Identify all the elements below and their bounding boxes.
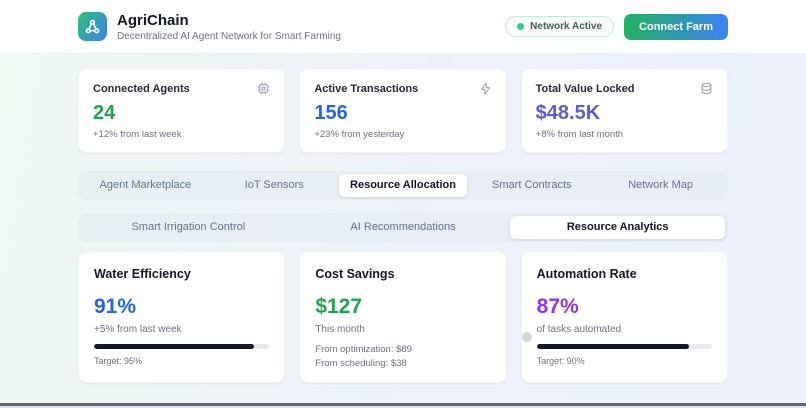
metric-title: Cost Savings — [315, 267, 395, 281]
metric-card-cost-savings: Cost Savings $127 This month From optimi… — [299, 251, 507, 383]
progress-bar — [536, 344, 712, 349]
tab-resource-analytics[interactable]: Resource Analytics — [510, 216, 726, 239]
zap-icon — [479, 82, 492, 95]
tab-network-map[interactable]: Network Map — [628, 179, 693, 191]
stat-label: Total Value Locked — [535, 82, 635, 95]
scroll-indicator-dot — [522, 332, 532, 342]
stats-row: Connected Agents 24 +12% from last week … — [78, 68, 728, 153]
stat-change: +23% from yesterday — [314, 129, 405, 140]
metric-target: Target: 90% — [536, 356, 585, 366]
window-bottom-edge-highlight — [0, 406, 806, 408]
metric-card-water-efficiency: Water Efficiency 91% +5% from last week … — [78, 251, 286, 383]
metric-target: Target: 95% — [94, 356, 143, 366]
metric-value: 91% — [94, 295, 137, 318]
agrichain-logo-icon — [78, 12, 107, 41]
stat-card-connected-agents: Connected Agents 24 +12% from last week — [78, 68, 286, 153]
app-title: AgriChain — [117, 11, 189, 29]
app-subtitle: Decentralized AI Agent Network for Smart… — [117, 30, 341, 42]
brand: AgriChain Decentralized AI Agent Network… — [78, 12, 341, 42]
stat-value: 156 — [314, 102, 348, 124]
metric-breakdown-scheduling: From scheduling: $38 — [315, 358, 407, 369]
window-bottom-edge — [0, 403, 806, 406]
network-status-badge: Network Active — [505, 16, 615, 37]
tab-smart-irrigation-control[interactable]: Smart Irrigation Control — [131, 221, 246, 233]
tab-iot-sensors[interactable]: IoT Sensors — [244, 179, 304, 191]
metrics-row: Water Efficiency 91% +5% from last week … — [78, 251, 728, 383]
database-icon — [700, 82, 713, 95]
stat-change: +12% from last week — [93, 129, 182, 140]
tab-agent-marketplace[interactable]: Agent Marketplace — [99, 179, 192, 191]
stat-label: Active Transactions — [314, 82, 419, 95]
primary-tab-bar: Agent Marketplace IoT Sensors Resource A… — [78, 171, 728, 200]
metric-period: This month — [315, 324, 365, 335]
metric-breakdown-optimization: From optimization: $89 — [315, 344, 412, 355]
stat-card-total-value-locked: Total Value Locked $48.5K +8% from last … — [520, 68, 728, 153]
stat-value: $48.5K — [535, 102, 601, 124]
stat-change: +8% from last month — [535, 129, 624, 140]
progress-bar — [94, 344, 270, 349]
app-header: AgriChain Decentralized AI Agent Network… — [0, 0, 806, 54]
metric-card-automation-rate: Automation Rate 87% of tasks automated T… — [520, 251, 728, 383]
metric-description: of tasks automated — [536, 324, 622, 335]
tab-ai-recommendations[interactable]: AI Recommendations — [350, 221, 456, 233]
stat-value: 24 — [93, 102, 116, 124]
secondary-tab-bar: Smart Irrigation Control AI Recommendati… — [78, 213, 728, 242]
metric-value: $127 — [315, 295, 363, 318]
stat-card-active-transactions: Active Transactions 156 +23% from yester… — [299, 68, 507, 153]
progress-fill — [536, 344, 690, 349]
metric-value: 87% — [536, 295, 579, 318]
tab-smart-contracts[interactable]: Smart Contracts — [492, 179, 572, 191]
progress-fill — [94, 344, 254, 349]
stat-label: Connected Agents — [93, 82, 190, 95]
tab-resource-allocation[interactable]: Resource Allocation — [338, 174, 468, 197]
connect-farm-button[interactable]: Connect Farm — [624, 13, 728, 40]
cpu-icon — [257, 82, 271, 95]
status-dot-icon — [517, 23, 525, 30]
metric-change: +5% from last week — [94, 324, 182, 335]
network-status-label: Network Active — [530, 21, 603, 32]
metric-title: Water Efficiency — [94, 267, 191, 281]
metric-title: Automation Rate — [536, 267, 637, 281]
